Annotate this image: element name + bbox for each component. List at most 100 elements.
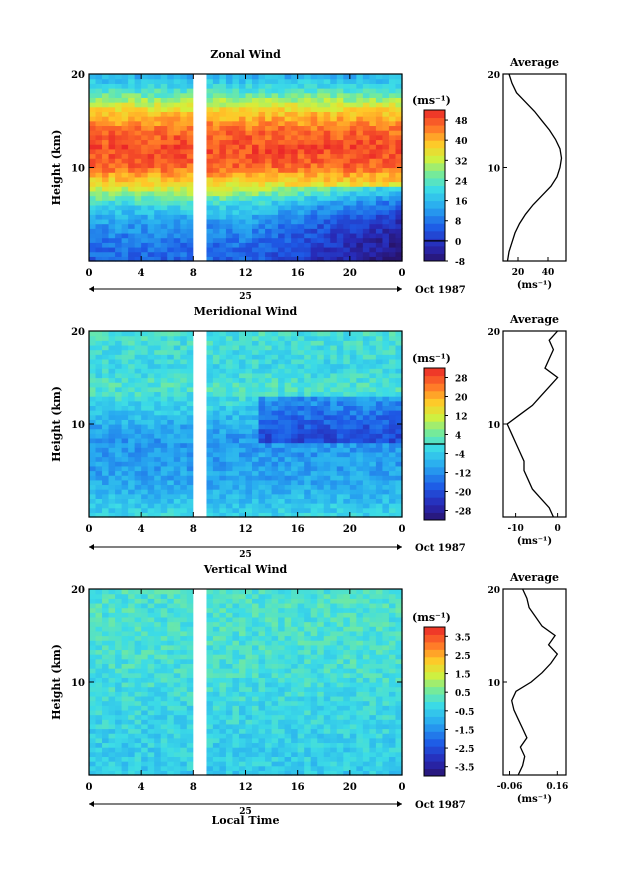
heatmap-cell: [382, 228, 390, 234]
heatmap-cell: [343, 125, 351, 131]
heatmap-cell: [278, 153, 286, 159]
heatmap-cell: [245, 256, 253, 262]
heatmap-cell: [180, 391, 188, 397]
heatmap-cell: [375, 74, 384, 80]
heatmap-cell: [323, 158, 331, 164]
heatmap-cell: [304, 410, 312, 416]
heatmap-cell: [147, 507, 155, 513]
heatmap-cell: [128, 493, 136, 499]
heatmap-cell: [369, 200, 377, 206]
heatmap-cell: [297, 139, 305, 145]
heatmap-cell: [297, 405, 305, 411]
heatmap-cell: [362, 349, 370, 355]
heatmap-cell: [349, 372, 357, 379]
heatmap-cell: [362, 507, 370, 513]
heatmap-cell: [310, 134, 318, 141]
heatmap-cell: [115, 111, 123, 117]
heatmap-cell: [265, 451, 273, 458]
heatmap-cell: [232, 331, 240, 337]
heatmap-cell: [141, 120, 149, 127]
heatmap-cell: [330, 97, 338, 103]
heatmap-cell: [336, 125, 344, 131]
heatmap-cell: [356, 442, 364, 448]
heatmap-cell: [128, 218, 136, 225]
heatmap-cell: [212, 83, 221, 89]
heatmap-cell: [128, 148, 136, 155]
heatmap-cell: [102, 372, 110, 379]
heatmap-cell: [304, 120, 312, 127]
heatmap-cell: [375, 479, 384, 486]
heatmap-cell: [356, 465, 364, 472]
heatmap-cell: [388, 144, 397, 150]
heatmap-cell: [336, 106, 344, 112]
heatmap-cell: [121, 765, 129, 771]
heatmap-cell: [369, 433, 377, 439]
heatmap-cell: [108, 228, 116, 234]
heatmap-cell: [278, 167, 286, 173]
heatmap-cell: [362, 442, 370, 448]
heatmap-cell: [89, 386, 97, 393]
heatmap-cell: [134, 668, 142, 674]
heatmap-cell: [375, 377, 384, 383]
heatmap-cell: [323, 461, 331, 467]
heatmap-cell: [265, 176, 273, 183]
heatmap-cell: [258, 479, 266, 486]
heatmap-cell: [382, 437, 390, 444]
heatmap-cell: [271, 733, 279, 739]
heatmap-cell: [108, 770, 116, 776]
heatmap-cell: [128, 251, 136, 257]
heatmap-cell: [147, 456, 155, 462]
heatmap-cell: [356, 493, 364, 499]
heatmap-cell: [278, 756, 286, 762]
heatmap-cell: [141, 668, 149, 674]
heatmap-cell: [225, 672, 234, 678]
heatmap-cell: [141, 607, 149, 613]
heatmap-cell: [265, 695, 273, 702]
heatmap-cell: [173, 507, 181, 513]
heatmap-cell: [186, 677, 194, 683]
heatmap-cell: [297, 102, 305, 108]
heatmap-cell: [382, 461, 390, 467]
heatmap-cell: [278, 640, 286, 646]
heatmap-cell: [271, 437, 279, 444]
heatmap-cell: [297, 372, 305, 379]
heatmap-cell: [258, 391, 266, 397]
heatmap-cell: [317, 209, 325, 215]
heatmap-cell: [238, 190, 247, 197]
heatmap-cell: [154, 400, 162, 406]
heatmap-cell: [186, 125, 194, 131]
heatmap-cell: [382, 335, 390, 341]
heatmap-cell: [382, 451, 390, 458]
heatmap-cell: [336, 493, 344, 499]
heatmap-cell: [310, 181, 318, 187]
heatmap-cell: [271, 668, 279, 674]
heatmap-cell: [323, 204, 331, 211]
heatmap-cell: [375, 256, 384, 262]
heatmap-cell: [323, 396, 331, 402]
heatmap-cell: [225, 705, 234, 711]
heatmap-cell: [265, 737, 273, 744]
heatmap-cell: [134, 498, 142, 504]
heatmap-cell: [271, 251, 279, 257]
heatmap-cell: [121, 644, 129, 651]
heatmap-cell: [173, 246, 181, 253]
heatmap-cell: [238, 200, 247, 206]
heatmap-cell: [278, 148, 286, 155]
heatmap-cell: [375, 251, 384, 257]
heatmap-cell: [173, 737, 181, 744]
heatmap-cell: [297, 400, 305, 406]
heatmap-cell: [232, 162, 240, 169]
heatmap-cell: [330, 461, 338, 467]
heatmap-cell: [284, 92, 292, 98]
heatmap-cell: [278, 340, 286, 346]
heatmap-cell: [343, 237, 351, 243]
heatmap-cell: [154, 74, 162, 80]
heatmap-cell: [323, 391, 331, 397]
heatmap-cell: [291, 424, 299, 430]
heatmap-cell: [219, 125, 227, 131]
heatmap-cell: [160, 232, 168, 239]
heatmap-cell: [180, 134, 188, 141]
heatmap-cell: [304, 139, 312, 145]
heatmap-cell: [291, 484, 299, 490]
heatmap-cell: [388, 484, 397, 490]
